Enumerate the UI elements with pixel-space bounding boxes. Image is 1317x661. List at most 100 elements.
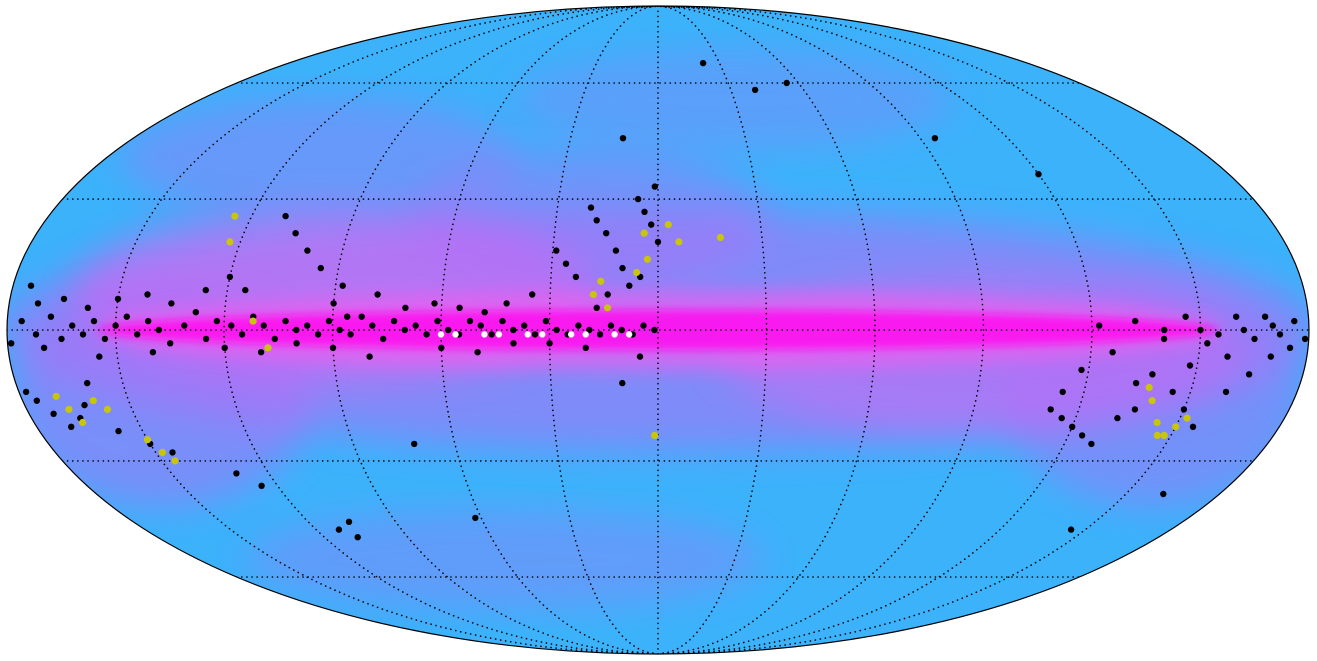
source-marker [314, 331, 322, 338]
source-marker [434, 317, 441, 325]
source-marker [431, 300, 438, 307]
source-marker [1269, 322, 1277, 329]
source-marker [192, 309, 199, 316]
source-marker [625, 331, 633, 338]
source-marker [103, 405, 112, 413]
source-marker [582, 331, 590, 338]
source-marker [1131, 406, 1139, 413]
source-marker [488, 331, 495, 338]
source-marker [466, 317, 474, 325]
source-marker [264, 344, 272, 352]
source-marker [402, 304, 409, 311]
source-marker [1132, 379, 1140, 387]
source-marker [330, 300, 337, 307]
graticule-meridian [657, 6, 876, 654]
source-marker [643, 255, 652, 263]
source-marker [282, 212, 289, 220]
source-marker [648, 221, 655, 228]
source-marker [1197, 326, 1204, 334]
graticule-grid [7, 6, 1309, 654]
source-marker [1186, 362, 1194, 369]
source-marker [636, 353, 644, 360]
dust-emission-layer [7, 50, 1309, 610]
source-marker [783, 79, 790, 87]
source-marker [1160, 431, 1168, 439]
source-marker [145, 317, 152, 325]
graticule-meridian [331, 6, 659, 654]
source-marker [716, 233, 725, 242]
source-marker [1169, 388, 1176, 396]
source-marker [411, 440, 418, 448]
source-marker [593, 304, 600, 311]
source-marker [481, 309, 488, 316]
source-marker [257, 349, 265, 356]
source-marker [8, 340, 15, 347]
source-marker [597, 277, 605, 285]
source-marker [1088, 440, 1095, 448]
source-marker [510, 326, 517, 334]
source-marker [542, 317, 550, 325]
source-marker [233, 470, 240, 477]
source-marker [228, 322, 235, 329]
source-marker [1183, 414, 1191, 422]
dust-cloud [409, 150, 770, 291]
source-marker [1222, 388, 1230, 396]
source-marker [339, 282, 346, 289]
source-marker [1069, 423, 1076, 430]
source-marker [258, 482, 265, 489]
source-marker [654, 238, 662, 246]
source-marker [317, 264, 324, 272]
source-marker [1153, 431, 1161, 439]
source-marker [293, 340, 300, 347]
source-marker [282, 317, 289, 325]
source-marker [134, 331, 141, 338]
graticule-meridian [114, 6, 659, 654]
source-marker [633, 268, 641, 277]
source-marker [553, 326, 560, 334]
source-marker [1291, 317, 1298, 325]
source-marker [618, 326, 625, 334]
source-marker [452, 331, 459, 338]
source-marker [18, 317, 25, 325]
source-marker [567, 331, 575, 338]
source-marker [603, 230, 610, 237]
source-marker [68, 423, 75, 430]
source-marker [651, 326, 658, 334]
source-marker [619, 379, 626, 387]
source-marker [168, 300, 175, 307]
source-marker [474, 349, 481, 356]
source-marker [1161, 326, 1168, 334]
source-marker [1301, 335, 1309, 343]
graticule-meridian [223, 6, 659, 654]
source-marker [47, 313, 55, 320]
source-marker [33, 397, 40, 404]
source-marker [529, 291, 536, 298]
source-marker [456, 304, 463, 311]
source-marker [213, 317, 221, 325]
source-marker [115, 427, 122, 435]
source-marker [538, 331, 546, 338]
source-marker [1067, 526, 1075, 533]
source-marker [1215, 331, 1222, 338]
source-marker [226, 238, 234, 246]
source-marker [1267, 353, 1275, 360]
source-marker [1149, 371, 1156, 378]
source-marker [69, 322, 76, 329]
source-marker [1059, 388, 1066, 396]
source-marker [221, 344, 228, 351]
source-marker [242, 286, 249, 294]
source-marker [90, 317, 98, 325]
white-source-markers [437, 331, 633, 338]
source-marker [374, 291, 381, 298]
source-marker [123, 313, 130, 320]
source-marker [612, 247, 620, 254]
source-marker [626, 282, 633, 289]
source-marker [1153, 418, 1161, 427]
source-marker [158, 448, 166, 456]
source-marker [495, 331, 503, 338]
source-marker [79, 331, 87, 338]
source-marker [437, 331, 445, 338]
source-marker [675, 238, 683, 246]
source-marker [575, 322, 582, 329]
